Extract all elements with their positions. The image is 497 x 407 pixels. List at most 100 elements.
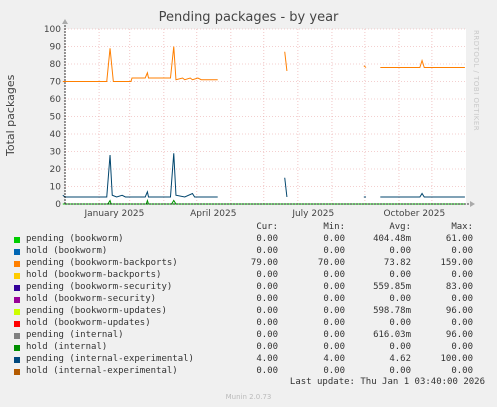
legend-swatch [14, 333, 20, 339]
legend-row: hold (bookworm) 0.00 0.00 0.00 0.00 [12, 246, 482, 258]
legend-value-avg: 559.85m [373, 282, 411, 292]
legend-series-name: hold (bookworm-security) [26, 294, 157, 304]
x-tick-labels: January 2025 April 2025 July 2025 October 2… [83, 209, 445, 219]
legend-header-max: Max: [451, 222, 473, 232]
munin-version: Munin 2.0.73 [225, 393, 272, 401]
legend-value-cur: 0.00 [256, 234, 278, 244]
legend-series-name: pending (bookworm) [26, 234, 124, 244]
legend-row: hold (bookworm-backports) 0.00 0.00 0.00 0.0… [12, 270, 482, 282]
legend-value-min: 0.00 [323, 306, 345, 316]
legend-swatch [14, 273, 20, 279]
legend-value-min: 0.00 [323, 318, 345, 328]
legend-value-min: 0.00 [323, 246, 345, 256]
legend-value-min: 4.00 [323, 354, 345, 364]
legend-row: hold (internal-experimental) 0.00 0.00 0.00… [12, 366, 482, 378]
legend-value-cur: 0.00 [256, 306, 278, 316]
legend-value-min: 0.00 [323, 330, 345, 340]
y-axis-arrow-icon [62, 19, 68, 24]
legend-series-name: hold (internal) [26, 342, 108, 352]
legend-value-cur: 0.00 [256, 330, 278, 340]
legend-value-cur: 0.00 [256, 318, 278, 328]
legend-row: pending (bookworm) 0.00 0.00 404.48m 61.00 [12, 234, 482, 246]
series-line [380, 192, 465, 198]
legend-value-avg: 0.00 [389, 342, 411, 352]
legend-value-avg: 0.00 [389, 294, 411, 304]
series-line [363, 65, 367, 68]
legend-header-cur: Cur: [256, 222, 278, 232]
legend-row: pending (bookworm-backports) 79.00 70.00 73… [12, 258, 482, 270]
legend-value-max: 0.00 [451, 246, 473, 256]
legend-row: hold (internal) 0.00 0.00 0.00 0.00 [12, 342, 482, 354]
legend-value-max: 61.00 [445, 234, 473, 244]
legend-value-max: 83.00 [445, 282, 473, 292]
legend-value-max: 96.00 [445, 306, 473, 316]
series-line [284, 177, 288, 198]
legend-series-name: pending (internal) [26, 330, 124, 340]
y-tick-label: 80 [50, 60, 62, 70]
legend-row: pending (bookworm-security) 0.00 0.00 559.8… [12, 282, 482, 294]
legend-series-name: pending (bookworm-backports) [26, 258, 178, 268]
legend-series-name: hold (bookworm-updates) [26, 318, 151, 328]
legend-value-min: 0.00 [323, 270, 345, 280]
legend-row: pending (internal-experimental) 4.00 4.00 4… [12, 354, 482, 366]
series-line [62, 46, 218, 82]
legend-swatch [14, 297, 20, 303]
legend-value-min: 0.00 [323, 282, 345, 292]
legend-value-max: 96.00 [445, 330, 473, 340]
y-tick-label: 60 [50, 95, 62, 105]
y-tick-label: 30 [50, 148, 62, 158]
legend-value-cur: 0.00 [256, 366, 278, 376]
legend-swatch [14, 369, 20, 375]
legend-swatch [14, 249, 20, 255]
legend-value-cur: 0.00 [256, 246, 278, 256]
legend-value-min: 0.00 [323, 342, 345, 352]
legend-header-avg: Avg: [389, 222, 411, 232]
legend-swatch [14, 261, 20, 267]
axes [62, 19, 475, 207]
legend-value-min: 0.00 [323, 366, 345, 376]
legend-value-max: 0.00 [451, 318, 473, 328]
series-line [65, 198, 218, 205]
legend-series-name: pending (internal-experimental) [26, 354, 194, 364]
y-tick-label: 0 [55, 200, 61, 210]
y-tick-label: 40 [50, 130, 62, 140]
legend-value-avg: 404.48m [373, 234, 411, 244]
legend-series-name: hold (bookworm-backports) [26, 270, 162, 280]
chart-title: Pending packages - by year [158, 10, 339, 25]
legend-value-max: 0.00 [451, 366, 473, 376]
legend-swatch [14, 237, 20, 243]
legend-value-min: 70.00 [317, 258, 345, 268]
y-tick-label: 10 [50, 183, 62, 193]
y-tick-labels: 0 10 20 30 40 50 60 70 80 90 100 [44, 25, 61, 210]
y-tick-label: 100 [44, 25, 61, 35]
legend-value-cur: 0.00 [256, 270, 278, 280]
legend-swatch [14, 357, 20, 363]
y-tick-label: 20 [50, 165, 62, 175]
series-line [284, 51, 288, 72]
legend-value-cur: 79.00 [250, 258, 278, 268]
legend-swatch [14, 321, 20, 327]
legend-row: hold (bookworm-updates) 0.00 0.00 0.00 0.00 [12, 318, 482, 330]
legend-value-max: 0.00 [451, 270, 473, 280]
grid-lines [64, 28, 466, 204]
x-tick-label: October 2025 [383, 209, 445, 219]
legend-row: pending (bookworm-updates) 0.00 0.00 598.78… [12, 306, 482, 318]
x-tick-label: January 2025 [83, 209, 144, 219]
y-tick-label: 90 [50, 43, 62, 53]
legend-series-name: pending (bookworm-updates) [26, 306, 167, 316]
legend-value-max: 159.00 [440, 258, 473, 268]
chart-plot: 0 10 20 30 40 50 60 70 80 90 100 January 2025 April… [44, 19, 475, 219]
legend-series-name: hold (bookworm) [26, 246, 108, 256]
legend-value-avg: 0.00 [389, 270, 411, 280]
legend-value-avg: 598.78m [373, 306, 411, 316]
legend-value-max: 0.00 [451, 342, 473, 352]
legend-row: hold (bookworm-security) 0.00 0.00 0.00 0.00 [12, 294, 482, 306]
x-tick-label: July 2025 [291, 209, 334, 219]
legend-value-cur: 0.00 [256, 282, 278, 292]
legend-series-name: hold (internal-experimental) [26, 366, 178, 376]
series-line [380, 58, 465, 68]
legend-value-avg: 4.62 [389, 354, 411, 364]
last-update: Last update: Thu Jan 1 03:40:00 2026 [289, 377, 485, 387]
x-axis-arrow-icon [470, 201, 475, 207]
y-tick-label: 50 [50, 113, 62, 123]
